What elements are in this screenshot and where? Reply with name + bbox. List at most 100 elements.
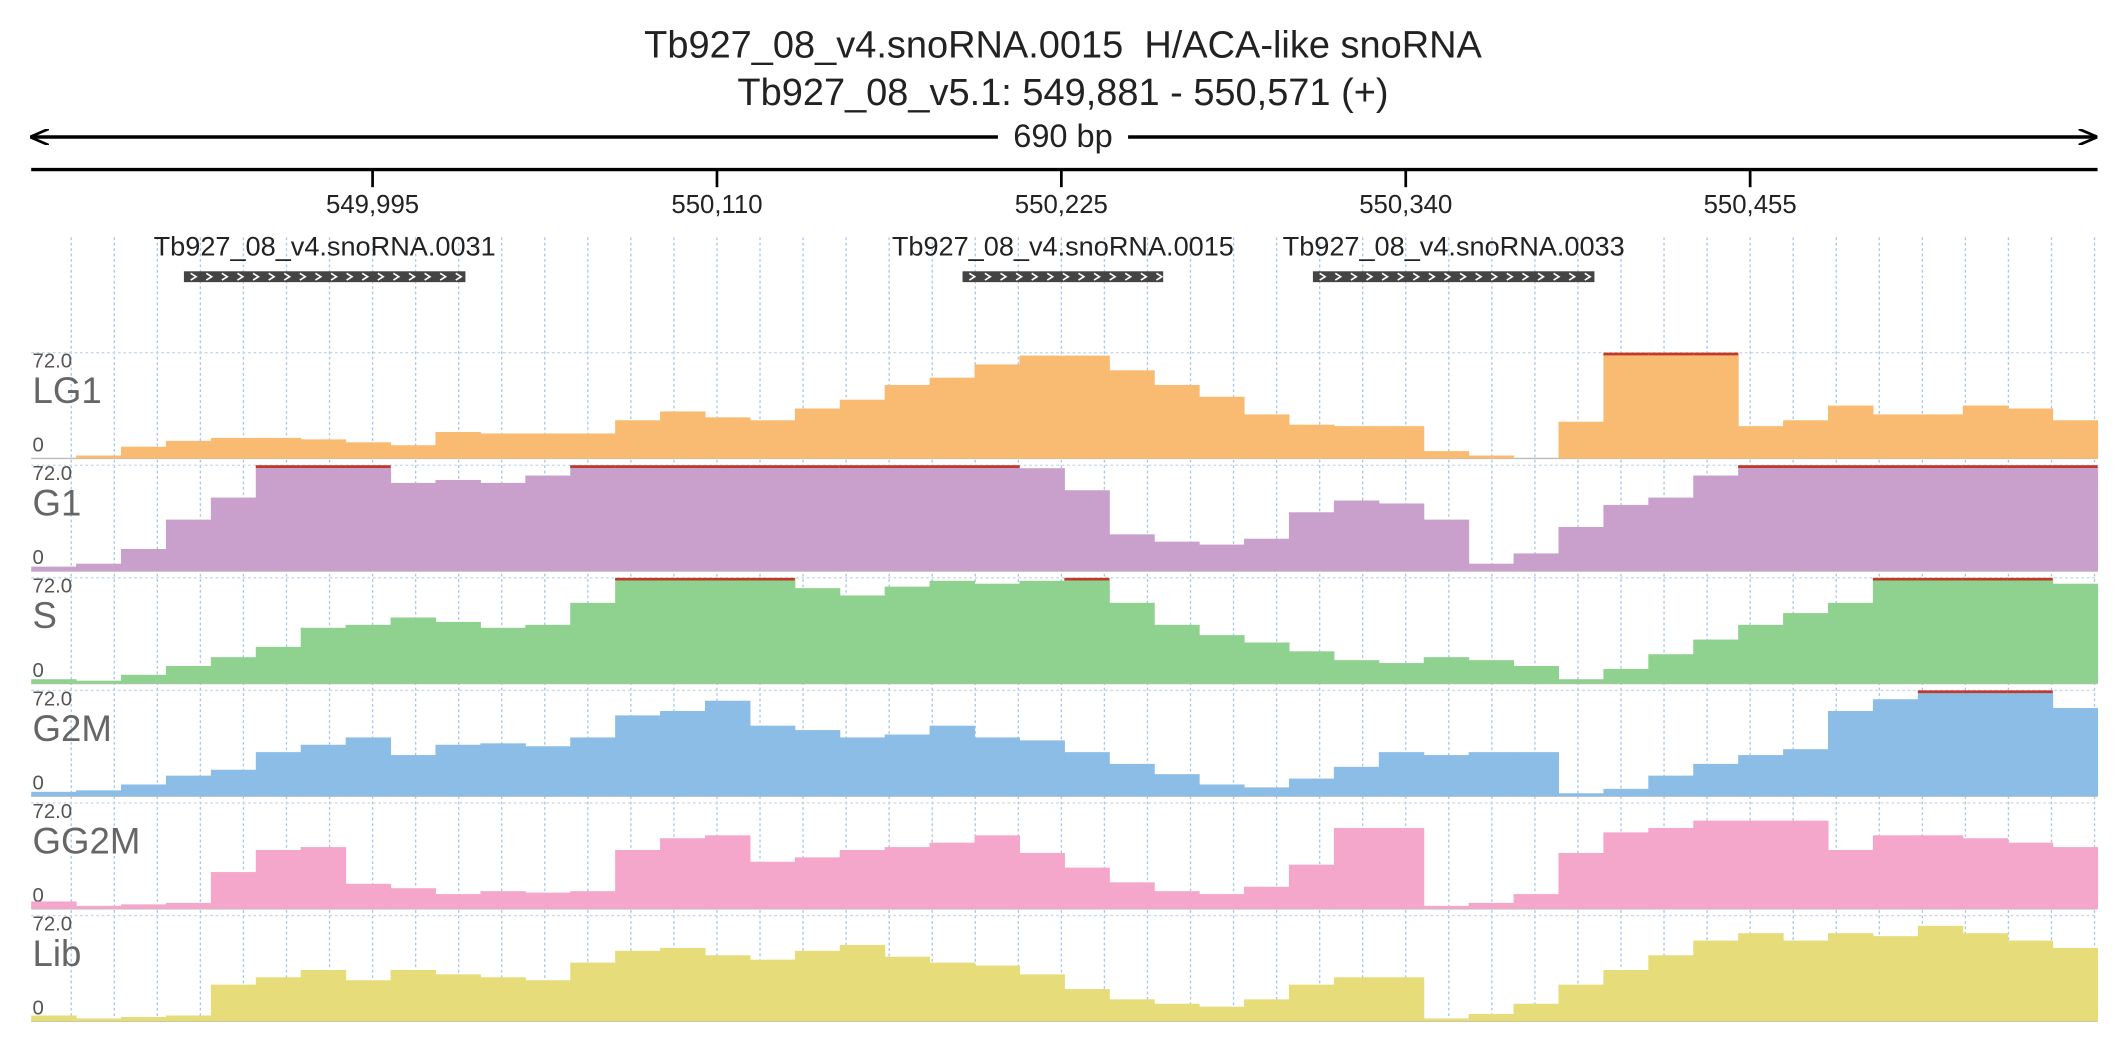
- coverage-bar: [1962, 405, 2009, 459]
- coverage-bar: [704, 417, 751, 459]
- coverage-bar: [929, 465, 976, 572]
- y-tick-label: 72.0: [33, 576, 73, 598]
- strand-chevron: [237, 272, 245, 281]
- coverage-bar: [570, 891, 616, 909]
- coverage-bar: [794, 408, 841, 459]
- y-tick-label: 72.0: [33, 463, 73, 485]
- coverage-bar: [1333, 977, 1380, 1022]
- coverage-bar: [1648, 654, 1694, 684]
- coverage-bar: [2052, 583, 2099, 684]
- coverage-bar: [1468, 752, 1515, 797]
- coverage-bar: [390, 482, 437, 572]
- strand-chevron: [392, 272, 401, 281]
- coverage-bar: [1064, 752, 1110, 797]
- subtitle: Tb927_08_v5.1: 549,881 - 550,571 (+): [737, 72, 1388, 114]
- coverage-bar: [1019, 740, 1065, 797]
- strand-chevron: [408, 272, 416, 281]
- y-tick-label: 0: [33, 998, 44, 1020]
- coverage-bar: [749, 577, 796, 684]
- coverage-bar: [2007, 940, 2054, 1022]
- coverage-bar: [300, 847, 347, 909]
- strand-chevron: [299, 272, 307, 281]
- coverage-bar: [749, 465, 796, 572]
- coverage-bar: [210, 769, 257, 797]
- track-name: GG2M: [33, 820, 141, 861]
- coverage-bar: [1199, 544, 1245, 572]
- coverage-bar: [1783, 940, 1829, 1022]
- strand-chevron: [1490, 272, 1499, 281]
- feature-label: Tb927_08_v4.snoRNA.0015: [892, 230, 1234, 261]
- coverage-bar: [390, 445, 437, 459]
- coverage-bar: [525, 980, 571, 1022]
- coverage-bar: [210, 872, 257, 909]
- coverage-bar: [121, 674, 167, 684]
- x-tick-label: 549,995: [326, 191, 419, 219]
- coverage-bar: [1603, 788, 1649, 797]
- coverage-bar: [165, 775, 212, 797]
- coverage-bar: [929, 842, 976, 909]
- coverage-bar: [1783, 613, 1829, 684]
- feature-bar: [962, 271, 1164, 283]
- coverage-bar: [1109, 602, 1155, 684]
- coverage-bar: [1109, 882, 1155, 909]
- y-tick-label: 0: [33, 885, 44, 907]
- coverage-bar: [1513, 894, 1560, 909]
- strand-chevron: [439, 272, 448, 281]
- coverage-bar: [1603, 504, 1649, 572]
- coverage-bar: [2007, 577, 2054, 684]
- strand-chevron: [1521, 272, 1530, 281]
- coverage-bar: [1738, 820, 1784, 909]
- coverage-bar: [121, 904, 167, 909]
- coverage-bar: [749, 861, 796, 909]
- y-tick-label: 0: [33, 772, 44, 794]
- strand-chevron: [1350, 272, 1358, 281]
- strand-chevron: [1078, 272, 1086, 281]
- feature-label: Tb927_08_v4.snoRNA.0033: [1283, 230, 1625, 261]
- coverage-bar: [1648, 827, 1694, 909]
- coverage-bar: [1019, 468, 1065, 572]
- coverage-bar: [300, 465, 347, 572]
- coverage-bar: [255, 850, 302, 909]
- strand-chevron: [1031, 272, 1039, 281]
- coverage-bar: [929, 725, 976, 797]
- y-tick-label: 72.0: [33, 913, 73, 935]
- coverage-bar: [480, 891, 526, 909]
- coverage-bar: [1019, 580, 1065, 684]
- coverage-bar: [1378, 827, 1425, 909]
- coverage-bar: [1828, 465, 1874, 572]
- coverage-bar: [390, 755, 437, 797]
- coverage-bar: [1872, 465, 1919, 572]
- coverage-bar: [1468, 455, 1515, 459]
- coverage-bar: [1828, 933, 1874, 1022]
- coverage-bar: [1738, 624, 1784, 684]
- strand-chevron: [221, 272, 229, 281]
- coverage-bar: [1288, 984, 1335, 1022]
- coverage-bar: [974, 737, 1020, 797]
- coverage-bar: [1244, 787, 1290, 797]
- coverage-bar: [1468, 660, 1515, 684]
- strand-chevron: [1568, 272, 1577, 281]
- feature-bar: [183, 271, 466, 283]
- coverage-bar: [570, 433, 616, 459]
- coverage-bar: [884, 847, 931, 909]
- coverage-bar: [1423, 657, 1470, 684]
- coverage-bar: [1828, 602, 1874, 684]
- coverage-bar: [1199, 1006, 1245, 1022]
- coverage-bar: [525, 624, 571, 684]
- coverage-bar: [255, 437, 302, 459]
- coverage-bar: [121, 446, 167, 459]
- coverage-bar: [1648, 497, 1694, 572]
- strand-chevron: [1124, 272, 1133, 281]
- strand-chevron: [283, 272, 292, 281]
- coverage-bar: [794, 465, 841, 572]
- coverage-bar: [1154, 774, 1200, 797]
- coverage-bar: [210, 984, 257, 1022]
- coverage-bar: [210, 437, 257, 459]
- track-name: LG1: [33, 370, 102, 411]
- coverage-bar: [1109, 763, 1155, 797]
- coverage-bar: [839, 399, 886, 459]
- coverage-bar: [749, 420, 796, 459]
- coverage-bar: [1064, 867, 1110, 909]
- coverage-bar: [704, 465, 751, 572]
- coverage-bar: [974, 965, 1020, 1022]
